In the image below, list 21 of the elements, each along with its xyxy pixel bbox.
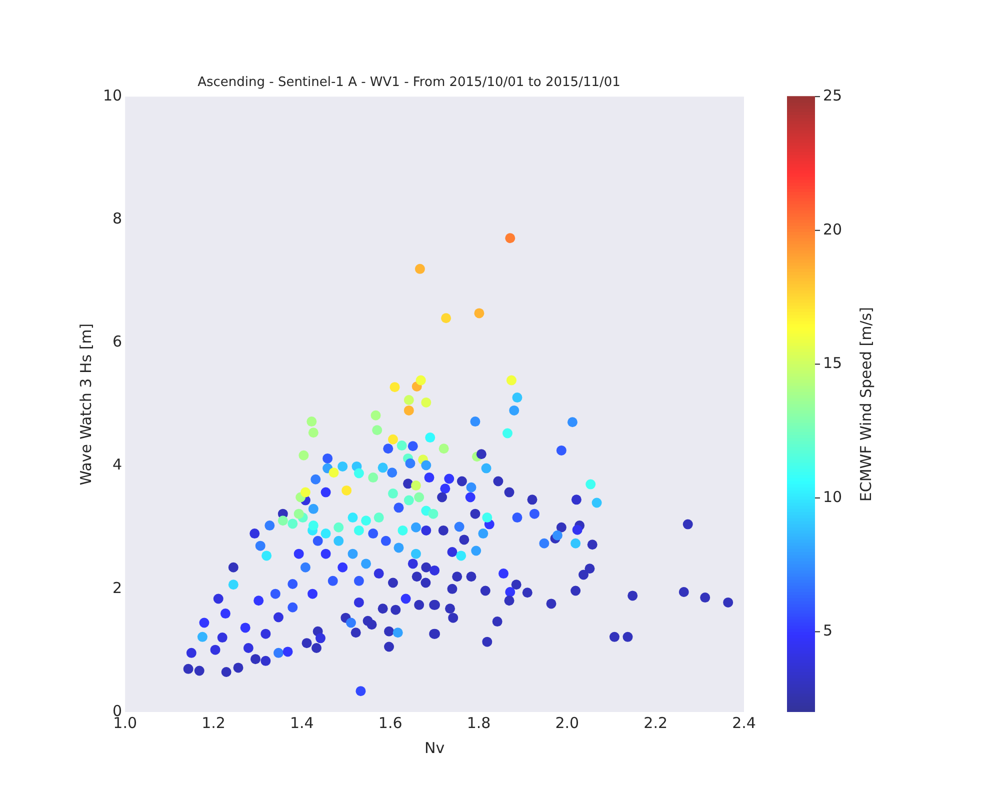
x-tick-label: 2.2: [644, 714, 668, 732]
x-tick-label: 1.4: [290, 714, 314, 732]
x-tick-label: 1.8: [466, 714, 491, 732]
color-bar-label: 25: [823, 86, 842, 104]
color-bar-title: ECMWF Wind Speed [m/s]: [856, 307, 875, 502]
x-tick-label: 1.2: [202, 714, 226, 732]
x-axis-title: Nv: [424, 738, 445, 757]
x-tick-label: 2.0: [555, 714, 580, 732]
y-tick-label: 4: [112, 456, 122, 474]
y-tick-label: 8: [112, 210, 122, 228]
x-tick-label: 2.4: [732, 714, 756, 732]
color-bar-label: 15: [823, 354, 842, 372]
y-axis-title: Wave Watch 3 Hs [m]: [76, 323, 95, 486]
x-tick-label: 1.6: [378, 714, 402, 732]
color-bar-label: 10: [823, 488, 842, 506]
color-bar-label: 5: [823, 622, 833, 640]
color-bar-label: 20: [823, 220, 842, 238]
chart-title: Ascending - Sentinel-1 A - WV1 - From 2015/10/01 to 2015/11/01: [198, 75, 620, 90]
y-tick-label: 6: [112, 332, 122, 351]
y-tick-label: 2: [112, 578, 122, 597]
y-tick-label: 10: [102, 86, 122, 104]
